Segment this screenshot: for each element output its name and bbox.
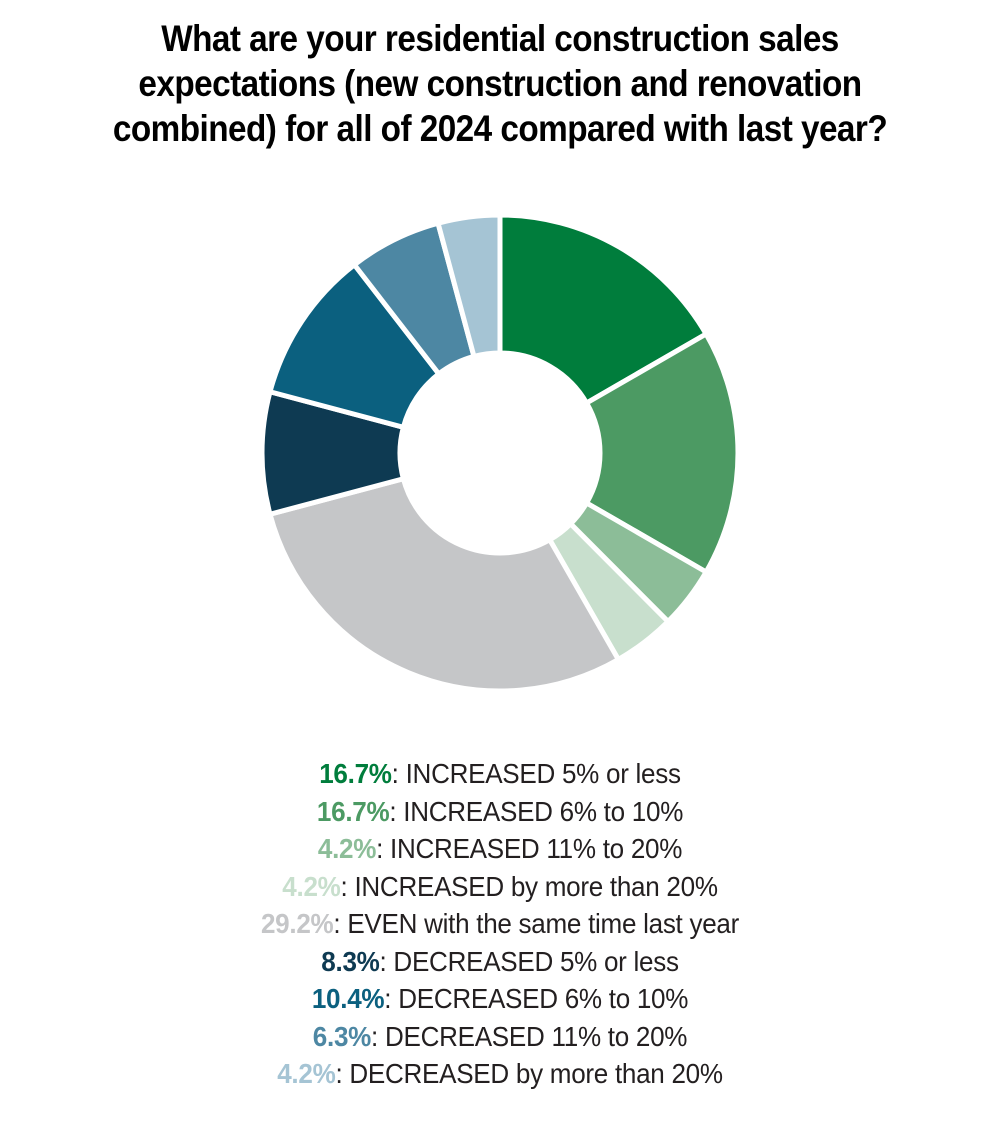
legend-label: : INCREASED 11% to 20% (376, 833, 683, 864)
legend-label: : INCREASED 6% to 10% (389, 795, 684, 827)
legend-label: : DECREASED 5% or less (379, 945, 679, 977)
legend-item: 6.3%: DECREASED 11% to 20% (35, 1018, 965, 1056)
donut-slice-9 (434, 212, 503, 360)
chart-title-line-1: What are your residential construction s… (161, 18, 839, 59)
legend-percent: 10.4% (311, 983, 385, 1014)
legend-percent: 4.2% (277, 1058, 336, 1089)
donut-slice-1 (497, 212, 710, 407)
donut-chart (259, 212, 741, 694)
donut-slice-7 (266, 261, 443, 431)
legend-item: 10.4%: DECREASED 6% to 10% (35, 980, 965, 1018)
legend-label: : DECREASED by more than 20% (335, 1058, 723, 1089)
donut-chart-svg (259, 212, 741, 694)
legend-item: 8.3%: DECREASED 5% or less (35, 943, 965, 981)
legend-item: 4.2%: INCREASED by more than 20% (35, 868, 965, 906)
legend-percent: 8.3% (321, 945, 380, 977)
legend-item: 4.2%: DECREASED by more than 20% (35, 1055, 965, 1093)
chart-title: What are your residential construction s… (50, 0, 950, 151)
legend-label: : EVEN with the same time last year (333, 908, 740, 939)
legend-percent: 4.2% (317, 833, 377, 864)
legend-label: : DECREASED 11% to 20% (371, 1020, 688, 1052)
legend-percent: 4.2% (282, 870, 341, 902)
chart-title-line-2: expectations (new construction and renov… (138, 63, 862, 104)
legend-percent: 29.2% (260, 908, 334, 939)
chart-legend: 16.7%: INCREASED 5% or less 16.7%: INCREA… (35, 755, 965, 1093)
legend-item: 16.7%: INCREASED 6% to 10% (35, 793, 965, 831)
legend-label: : DECREASED 6% to 10% (384, 983, 689, 1014)
legend-label: : INCREASED by more than 20% (340, 870, 718, 902)
donut-slice-2 (583, 330, 741, 576)
legend-percent: 16.7% (319, 758, 392, 789)
legend-item: 4.2%: INCREASED 11% to 20% (35, 830, 965, 868)
donut-slice-5 (266, 475, 622, 694)
legend-item: 29.2%: EVEN with the same time last year (35, 905, 965, 943)
chart-title-line-3: combined) for all of 2024 compared with … (112, 108, 888, 149)
legend-item: 16.7%: INCREASED 5% or less (35, 755, 965, 793)
legend-percent: 6.3% (312, 1020, 372, 1052)
legend-percent: 16.7% (316, 795, 390, 827)
legend-label: : INCREASED 5% or less (391, 758, 681, 789)
